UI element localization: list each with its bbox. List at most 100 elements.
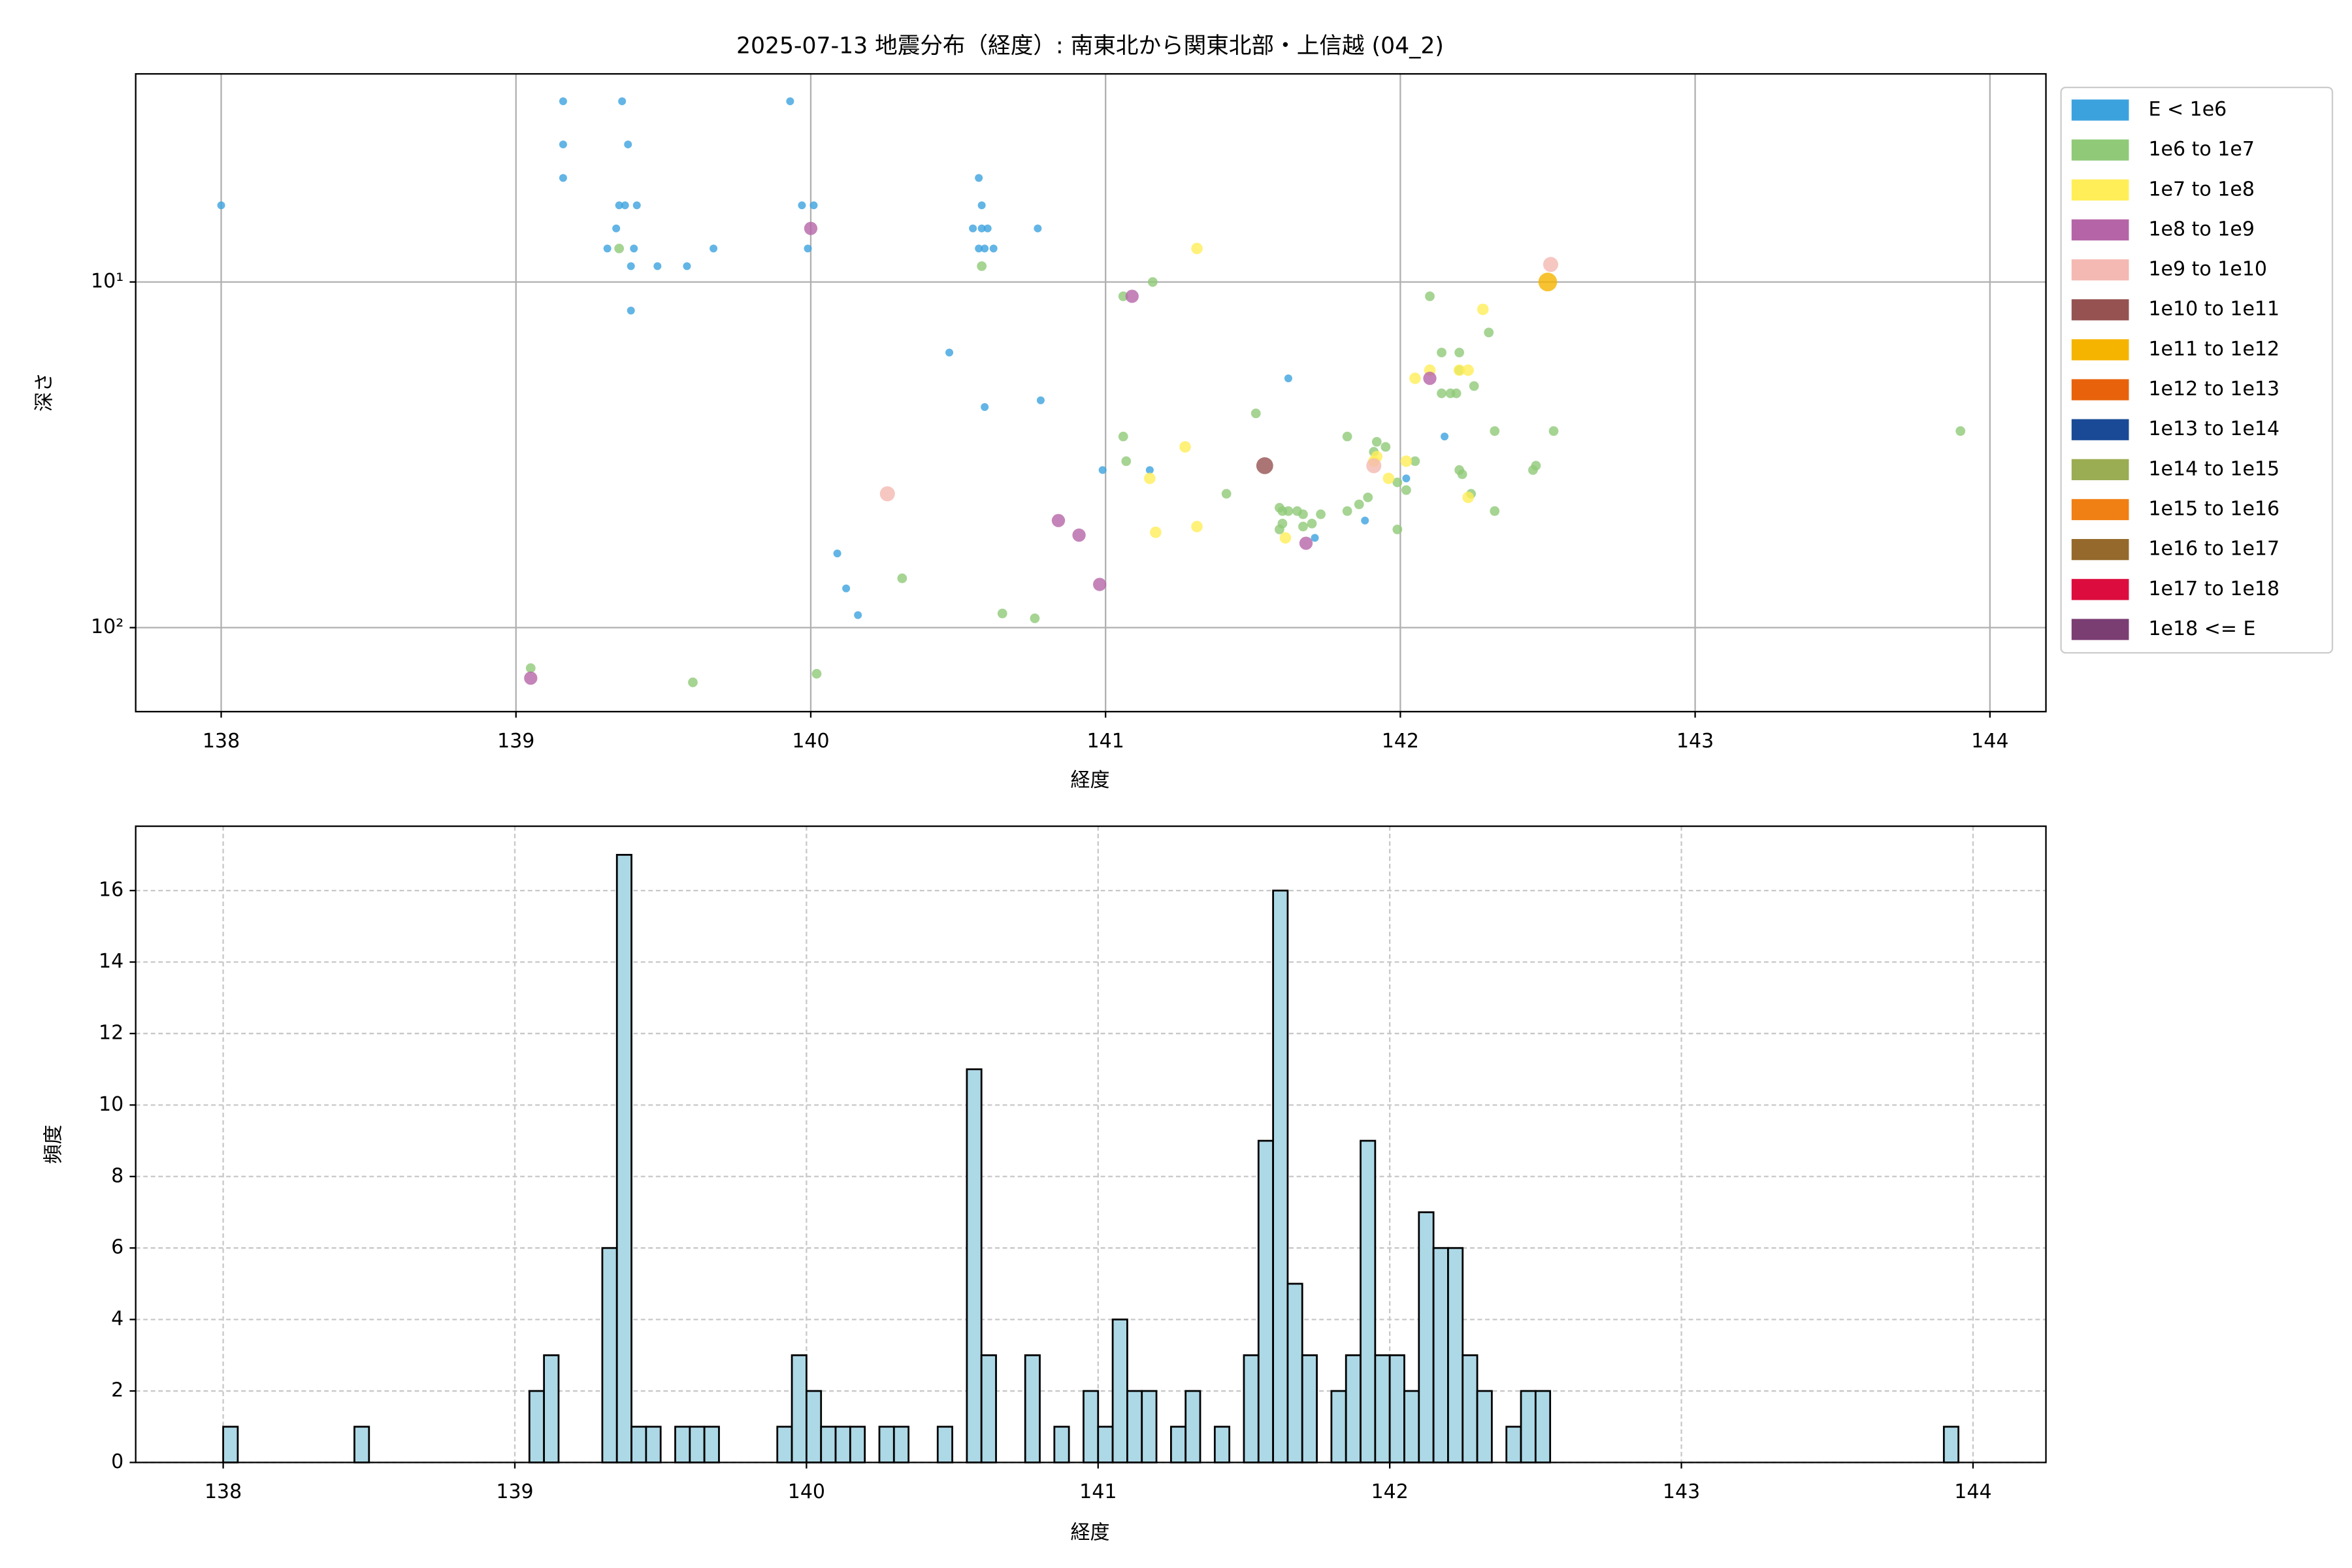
scatter-point [1437, 388, 1446, 399]
scatter-point [1256, 457, 1273, 474]
scatter-point [1150, 527, 1162, 538]
y-tick-label: 10 [99, 1093, 123, 1116]
legend-label: 1e17 to 1e18 [2148, 578, 2279, 600]
x-tick-label: 141 [1079, 1480, 1117, 1503]
scatter-point [1409, 372, 1421, 384]
scatter-point [1298, 521, 1308, 532]
scatter-point [786, 97, 794, 105]
y-axis-label: 深さ [33, 372, 56, 412]
legend-box [2060, 86, 2334, 654]
x-tick-label: 138 [203, 730, 240, 753]
x-tick-label: 142 [1382, 730, 1419, 753]
legend-swatch [2071, 579, 2129, 600]
legend-label: 1e14 to 1e15 [2148, 457, 2279, 480]
scatter-point [945, 348, 954, 357]
scatter-point [1401, 485, 1411, 495]
histogram-bar [615, 853, 632, 1463]
scatter-point [997, 608, 1007, 619]
scatter-point [627, 306, 635, 315]
scatter-point [1392, 525, 1403, 534]
histogram-bar [849, 1426, 866, 1463]
histogram-bar [1345, 1354, 1362, 1463]
scatter-point [1034, 224, 1042, 233]
histogram-bar [689, 1426, 706, 1463]
histogram-bar [1126, 1390, 1143, 1463]
histogram-bar [966, 1068, 983, 1463]
legend-swatch [2071, 459, 2129, 480]
scatter-point [1371, 436, 1382, 447]
scatter-point [1453, 364, 1465, 376]
histogram-bar [936, 1426, 953, 1463]
scatter-point [1279, 532, 1292, 544]
scatter-point [969, 224, 977, 233]
scatter-point [1030, 613, 1040, 623]
scatter-point [1392, 477, 1403, 487]
scatter-point [1531, 461, 1541, 471]
scatter-point [1400, 455, 1413, 467]
scatter-point [809, 201, 818, 210]
scatter-point [1490, 426, 1500, 436]
scatter-point [975, 244, 983, 253]
scatter-point [897, 573, 907, 583]
scatter-point [983, 224, 992, 233]
histogram-bar [674, 1426, 691, 1463]
scatter-point [614, 243, 625, 253]
scatter-point [1144, 472, 1156, 484]
scatter-point [1118, 291, 1128, 301]
histogram-bar [1272, 889, 1289, 1463]
scatter-point [833, 549, 841, 558]
x-axis-label: 経度 [1070, 1521, 1109, 1544]
legend-swatch [2071, 99, 2129, 121]
scatter-point [977, 201, 986, 210]
scatter-point [1380, 442, 1391, 452]
histogram-bar [1286, 1282, 1303, 1463]
legend-swatch [2071, 539, 2129, 561]
scatter-point [1462, 364, 1474, 376]
scatter-point [1118, 431, 1128, 442]
legend-label: 1e6 to 1e7 [2148, 138, 2254, 161]
legend-label: 1e15 to 1e16 [2148, 498, 2279, 521]
y-tick-label: 0 [111, 1450, 123, 1473]
histogram-bar [980, 1354, 997, 1463]
legend-label: 1e13 to 1e14 [2148, 417, 2279, 440]
scatter-point [1121, 456, 1132, 466]
scatter-point [1457, 469, 1467, 480]
x-tick-label: 139 [497, 730, 534, 753]
scatter-point [798, 201, 806, 210]
scatter-point [1147, 277, 1158, 287]
legend-swatch [2071, 498, 2129, 521]
scatter-point [217, 201, 225, 210]
histogram-bar [878, 1426, 895, 1463]
y-tick-label: 12 [99, 1021, 123, 1044]
x-tick-label: 144 [1954, 1480, 1991, 1503]
scatter-point [1361, 516, 1369, 525]
x-tick-label: 141 [1087, 730, 1124, 753]
legend-label: 1e18 <= E [2148, 617, 2255, 640]
scatter-point [981, 402, 989, 411]
legend-label: 1e8 to 1e9 [2148, 218, 2254, 240]
legend-label: E < 1e6 [2148, 98, 2227, 121]
scatter-point [710, 244, 718, 253]
histogram-bar [1476, 1390, 1493, 1463]
histogram-bar [1388, 1354, 1405, 1463]
histogram-bar [1184, 1390, 1201, 1463]
scatter-point [1441, 433, 1449, 441]
scatter-point [1191, 521, 1203, 532]
scatter-point [618, 97, 627, 105]
histogram-bar [703, 1426, 720, 1463]
scatter-point [1955, 426, 1966, 436]
histogram-bar [1447, 1247, 1464, 1463]
x-axis-label: 経度 [1070, 769, 1109, 792]
histogram-bar [1330, 1390, 1347, 1463]
y-axis-label: 頻度 [42, 1125, 65, 1164]
histogram-bar [1301, 1354, 1318, 1463]
histogram-bar [1169, 1426, 1187, 1463]
scatter-point [1283, 506, 1294, 516]
scatter-point [1299, 536, 1313, 550]
scatter-point [1451, 388, 1462, 399]
scatter-point [1538, 272, 1558, 291]
histogram-bar [806, 1390, 823, 1463]
scatter-point [1072, 528, 1086, 542]
